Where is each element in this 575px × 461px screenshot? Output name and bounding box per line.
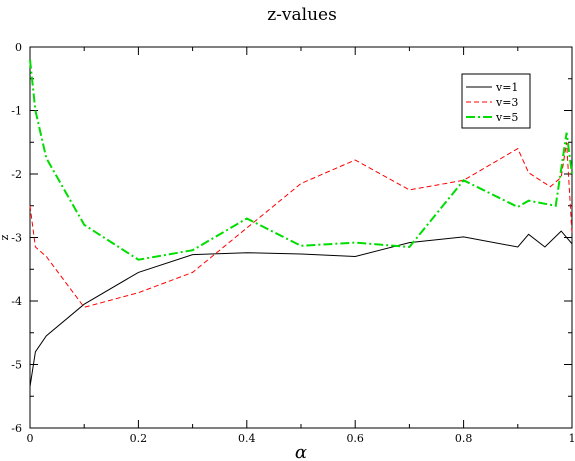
legend-label-3: v=5	[495, 111, 518, 124]
chart-title: z-values	[267, 5, 337, 25]
x-tick-label: 0.6	[346, 432, 364, 445]
y-tick-label: -4	[11, 295, 22, 308]
legend-label-2: v=3	[495, 96, 518, 109]
legend-label-1: v=1	[495, 81, 518, 94]
y-tick-label: -6	[11, 422, 22, 435]
x-tick-label: 0.8	[455, 432, 473, 445]
series-layer	[29, 59, 573, 387]
series-line-3	[29, 59, 573, 261]
y-tick-label: 0	[15, 41, 22, 54]
y-tick-label: -1	[11, 105, 22, 118]
y-tick-label: -5	[11, 359, 22, 372]
y-tick-label: -2	[11, 168, 22, 181]
y-axis-label: z	[0, 234, 11, 240]
x-tick-label: 0	[27, 432, 34, 445]
x-axis-label: α	[295, 442, 307, 461]
series-line-1	[29, 230, 573, 387]
legend: v=1 v=3 v=5	[461, 73, 531, 129]
series-line-2	[29, 142, 573, 308]
axis-ticks: 0 0.2 0.4 0.6 0.8 1 0 -1 -2 -3 -4 -5 -6	[11, 41, 575, 445]
legend-box	[461, 73, 531, 129]
y-tick-label: -3	[11, 232, 22, 245]
x-tick-label: 0.2	[130, 432, 148, 445]
x-tick-label: 0.4	[238, 432, 256, 445]
x-tick-label: 1	[569, 432, 575, 445]
